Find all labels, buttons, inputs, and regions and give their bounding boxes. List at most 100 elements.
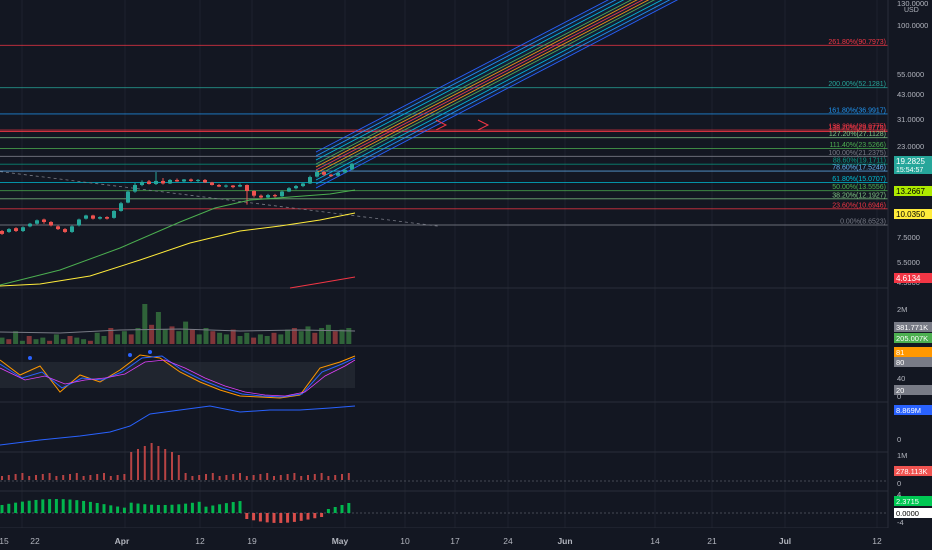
volume-histogram-bar: [116, 475, 119, 480]
price-marker-countdown: 15:54:57: [896, 167, 923, 174]
stoch-tick-label: 0: [897, 392, 901, 401]
fib-level-label: 138.20%(29.9775): [828, 125, 886, 132]
candle-body: [336, 172, 340, 176]
indicator-marker-value: 0.0000: [896, 509, 919, 518]
macd-histogram-bar: [163, 504, 167, 513]
candle-body: [147, 181, 151, 184]
volume-bar: [115, 334, 121, 344]
macd-histogram-bar: [258, 513, 262, 522]
indicator-marker-value: 8.869M: [896, 406, 921, 415]
volume-histogram-bar: [232, 474, 235, 480]
volume-bar: [319, 328, 325, 344]
volume-histogram-bar: [55, 476, 58, 480]
volume-histogram-bar: [205, 474, 207, 480]
channel-fill: [316, 0, 678, 188]
candle-body: [287, 188, 291, 192]
macd-histogram-bar: [340, 505, 344, 513]
volume-bar: [0, 337, 5, 344]
candle-body: [294, 186, 298, 189]
macd-histogram-bar: [61, 499, 65, 513]
candle-body: [217, 185, 221, 187]
fib-level-label: 100.00%(21.2375): [828, 150, 886, 157]
volume-bar: [257, 334, 263, 344]
fib-level-label: 111.40%(23.5266): [829, 142, 886, 149]
vol2-tick-label: 1M: [897, 451, 907, 460]
volume-bar: [128, 334, 134, 344]
volume-histogram-bar: [48, 473, 51, 480]
macd-histogram-bar: [238, 501, 242, 513]
volume-histogram-bar: [341, 474, 343, 480]
volume-histogram-bar: [184, 473, 187, 480]
time-axis-label: 12: [195, 536, 205, 546]
indicator-marker-value: 278.113K: [896, 467, 928, 476]
volume-bar: [298, 331, 304, 344]
time-axis-label: 14: [650, 536, 660, 546]
candle-body: [343, 169, 347, 173]
volume-histogram-bar: [137, 449, 139, 480]
time-axis-label: 10: [400, 536, 410, 546]
candle-body: [329, 174, 333, 177]
candle-body: [21, 227, 25, 231]
stoch-signal-dot: [148, 350, 152, 354]
volume-histogram-bar: [14, 474, 17, 480]
macd-histogram-bar: [299, 513, 303, 521]
volume-histogram-bar: [293, 473, 296, 480]
price-marker: [894, 156, 932, 174]
time-axis-label: 24: [503, 536, 513, 546]
volume-histogram-bar: [7, 475, 10, 480]
candle-body: [189, 179, 193, 181]
macd-histogram-bar: [326, 509, 330, 513]
channel-line: [315, 0, 671, 185]
volume-histogram-bar: [69, 474, 71, 480]
volume-bar: [346, 328, 352, 344]
stoch-band: [0, 362, 355, 388]
price-tick-label: 100.0000: [897, 21, 928, 30]
indicator-marker-value: 80: [896, 358, 904, 367]
candle-body: [35, 220, 39, 224]
channel-line: [315, 0, 663, 181]
candle-body: [273, 195, 277, 197]
candle-body: [224, 185, 228, 187]
volume-bar: [189, 329, 195, 344]
candle-body: [112, 210, 116, 218]
macd-histogram-bar: [129, 502, 133, 513]
candle-body: [245, 185, 249, 191]
channel-line: [315, 0, 644, 171]
volume-bar: [13, 331, 19, 344]
macd-histogram-bar: [218, 504, 222, 513]
time-axis-label: 22: [30, 536, 40, 546]
volume-bar: [108, 328, 114, 344]
candle-body: [56, 226, 60, 230]
candle-body: [70, 226, 74, 232]
macd-histogram-bar: [272, 513, 276, 523]
volume-bar: [74, 337, 80, 344]
candle-body: [322, 172, 326, 175]
volume-bar: [121, 331, 127, 344]
volume-bar: [217, 332, 223, 344]
volume-histogram-bar: [157, 446, 160, 480]
volume-bar: [251, 337, 257, 344]
volume-histogram-bar: [21, 473, 24, 480]
channel-line: [315, 0, 632, 165]
macd-histogram-bar: [313, 513, 317, 519]
macd-histogram-bar: [54, 499, 58, 513]
volume-bar: [169, 326, 175, 344]
macd-histogram-bar: [245, 513, 249, 519]
fib-level-label: 200.00%(52.1281): [828, 81, 886, 88]
volume-histogram-bar: [150, 443, 153, 480]
volume-bar: [87, 340, 93, 344]
obv-tick-label: 0: [897, 435, 901, 444]
volume-histogram-bar: [82, 476, 85, 480]
macd-histogram-bar: [190, 502, 194, 513]
macd-histogram-bar: [48, 499, 52, 513]
candle-body: [231, 185, 235, 188]
candle-body: [350, 163, 354, 170]
macd-histogram-bar: [211, 505, 215, 513]
volume-histogram-bar: [320, 473, 323, 480]
volume-histogram-bar: [327, 476, 330, 480]
macd-histogram-bar: [279, 513, 283, 523]
volume-histogram-bar: [211, 473, 214, 480]
volume-histogram-bar: [218, 476, 221, 480]
